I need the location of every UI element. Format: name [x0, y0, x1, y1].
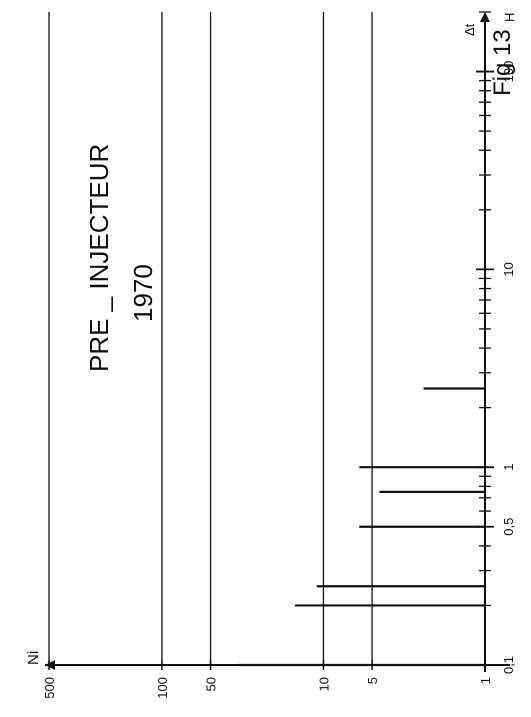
- x-tick-label: 0,1: [501, 656, 516, 674]
- grid-lines: [48, 12, 373, 665]
- x-tick-label: 100: [501, 61, 516, 83]
- y-tick-label: 10: [316, 677, 331, 691]
- x-axis-ticks: 0,1 0,5 1 10 100: [476, 11, 516, 674]
- y-tick-label: 1: [478, 677, 493, 684]
- figure-label: Fig 13: [489, 29, 516, 96]
- y-axis-label: Ni: [25, 651, 42, 665]
- x-tick-label: 1: [501, 464, 516, 471]
- bars: [237, 387, 485, 667]
- y-axis-ticks: 1 5 10 50 100 500: [42, 660, 493, 699]
- x-tick-label: 0,5: [501, 518, 516, 536]
- y-tick-label: 50: [204, 677, 219, 691]
- x-axis-arrow-icon: [480, 12, 490, 22]
- x-tick-label: 10: [501, 262, 516, 276]
- x-axis-unit: H: [502, 13, 517, 22]
- chart-title: PRE _ INJECTEUR: [84, 144, 114, 372]
- x-axis-label: Δt: [462, 23, 477, 36]
- y-tick-label: 100: [155, 677, 170, 699]
- y-tick-label: 500: [42, 677, 57, 699]
- chart-subtitle: 1970: [128, 264, 158, 322]
- y-axis-arrow-icon: [45, 660, 55, 670]
- y-tick-label: 5: [365, 677, 380, 684]
